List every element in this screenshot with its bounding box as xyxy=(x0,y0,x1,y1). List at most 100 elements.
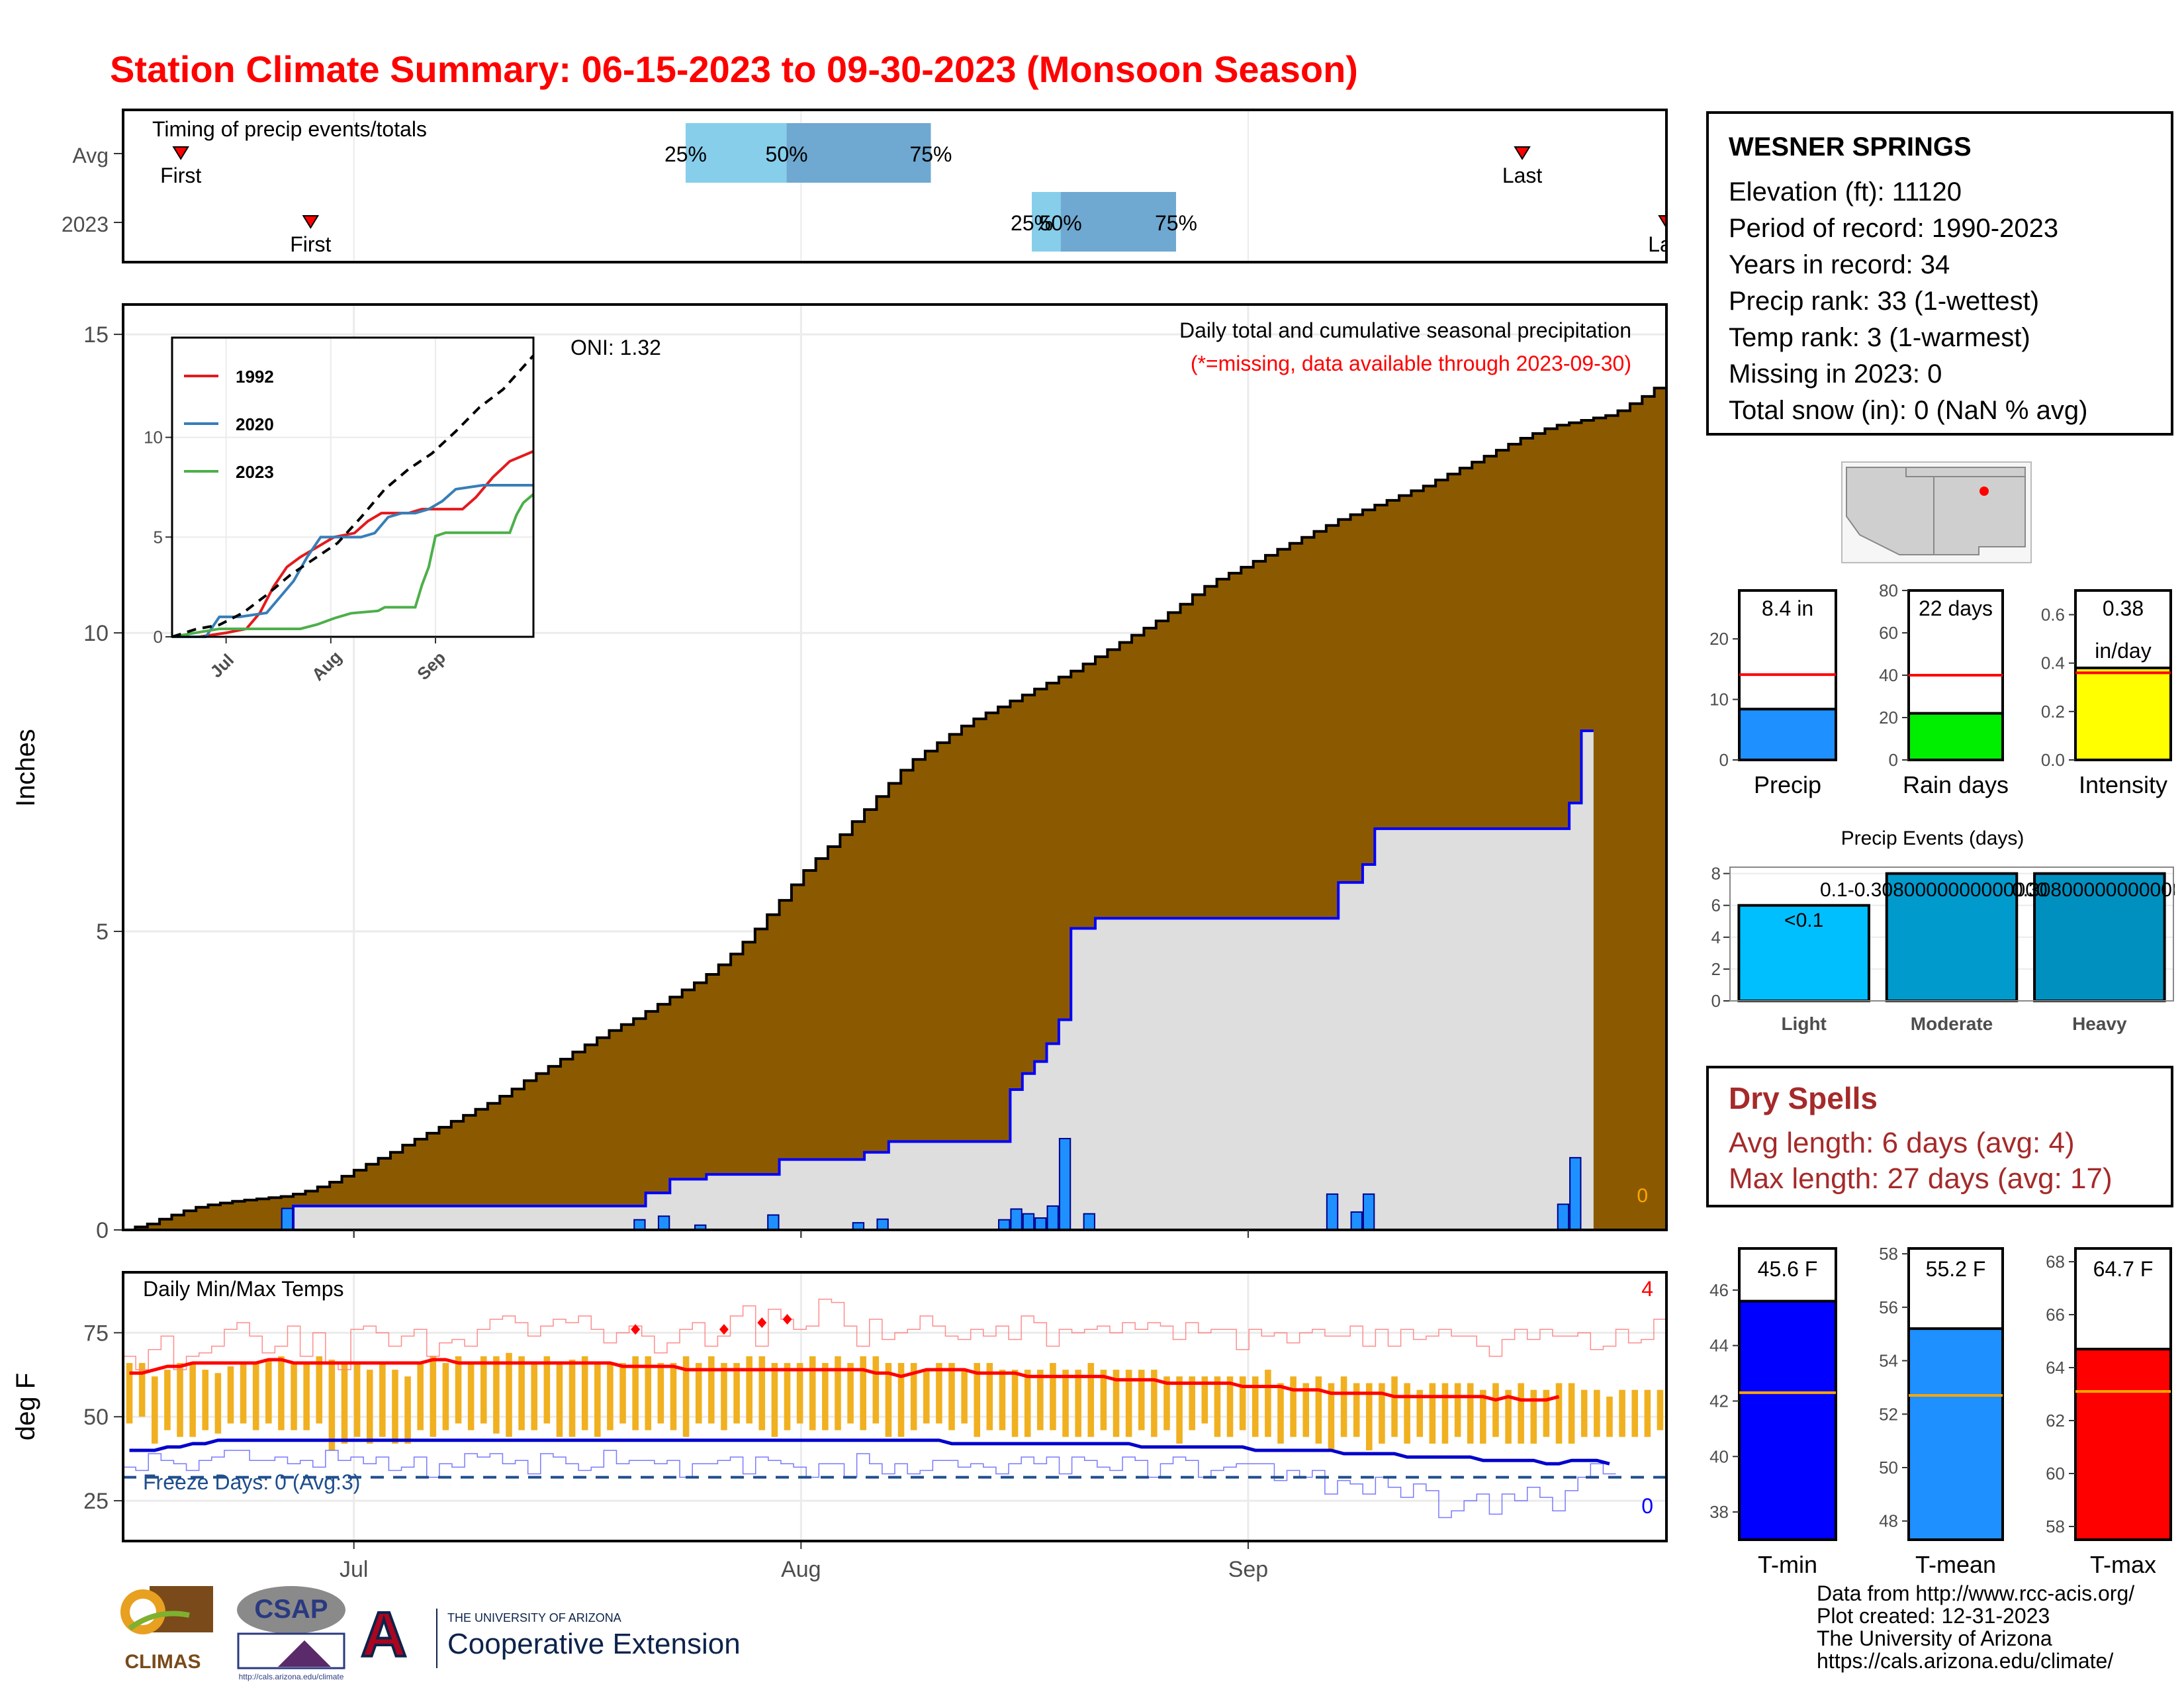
temp-range-bar xyxy=(746,1356,752,1424)
temp-summary-y-tick-label: 64 xyxy=(2046,1358,2065,1378)
temp-range-bar xyxy=(531,1363,538,1430)
footer-org: The University of Arizona xyxy=(1817,1626,2052,1650)
temp-y-tick-label: 50 xyxy=(83,1405,109,1430)
temp-range-bar xyxy=(796,1363,803,1424)
inset-frame xyxy=(171,336,535,638)
temp-range-bar xyxy=(1011,1370,1019,1437)
temp-range-bar xyxy=(1214,1376,1221,1437)
daily-precip-bar xyxy=(633,1219,646,1231)
record-high-marker xyxy=(719,1324,729,1335)
temp-summary-y-tick-label: 52 xyxy=(1879,1404,1898,1424)
temp-range-bar xyxy=(872,1356,880,1424)
daily-precip-bar xyxy=(1557,1203,1570,1231)
temp-range-bar xyxy=(430,1356,437,1437)
record-high-marker xyxy=(757,1317,767,1329)
missing-count: 0 xyxy=(1637,1185,1648,1207)
temp-y-axis-title: deg F xyxy=(11,1373,40,1440)
station-name: WESNER SPRINGS xyxy=(1729,132,1972,162)
temp-range-bar xyxy=(784,1363,791,1430)
temp-title: Daily Min/Max Temps xyxy=(143,1277,343,1301)
temp-range-bar xyxy=(556,1363,563,1437)
precip-title: Daily total and cumulative seasonal prec… xyxy=(1179,318,1631,342)
temp-range-bar xyxy=(126,1363,133,1424)
csap-emblem: CSAP http://cals.arizona.edu/climate xyxy=(237,1586,345,1681)
temp-range-bar xyxy=(1151,1370,1158,1437)
temp-range-bar xyxy=(1125,1370,1132,1437)
temp-range-bar xyxy=(1050,1363,1056,1430)
events-y-tick-label: 6 xyxy=(1711,896,1721,915)
timing-row-label: Avg xyxy=(72,144,109,167)
daily-precip-bar xyxy=(1010,1208,1023,1231)
precip-frame xyxy=(122,303,1668,1231)
temp-range-bar xyxy=(1644,1389,1651,1437)
temp-range-bar xyxy=(417,1363,424,1430)
temp-range-bar xyxy=(1555,1383,1563,1444)
pct75-label: 75% xyxy=(909,142,952,166)
temp-range-bar xyxy=(1037,1370,1044,1430)
temp-range-bar xyxy=(771,1363,778,1437)
temp-range-bar xyxy=(1366,1383,1373,1450)
temp-range-bar xyxy=(1379,1383,1385,1444)
first-event-marker xyxy=(302,215,320,229)
daily-precip-bar xyxy=(767,1214,780,1231)
inset-y-tick-label: 5 xyxy=(154,527,163,547)
temp-range-bar xyxy=(1328,1383,1335,1450)
record-high-count: 4 xyxy=(1641,1277,1653,1301)
avg-cumulative-outline xyxy=(123,387,1666,1231)
temp-range-bar xyxy=(202,1370,209,1430)
inset-legend-label: 2023 xyxy=(236,462,274,482)
temp-summary-y-tick-label: 46 xyxy=(1709,1280,1729,1300)
dry-spells-avg: Avg length: 6 days (avg: 4) xyxy=(1729,1127,2075,1159)
temp-range-bar xyxy=(177,1363,183,1437)
temp-range-bar xyxy=(1631,1389,1638,1437)
precip-y-axis-title: Inches xyxy=(11,729,40,807)
temp-range-bar xyxy=(379,1363,386,1437)
station-elevation: Elevation (ft): 11120 xyxy=(1729,177,1962,207)
events-y-tick-label: 4 xyxy=(1711,927,1721,947)
freeze-days-label: Freeze Days: 0 (Avg:3) xyxy=(143,1470,360,1494)
precip-y-tick-label: 10 xyxy=(83,621,109,646)
temp-range-bar xyxy=(392,1370,398,1444)
total-y-tick-label: 0 xyxy=(1719,750,1729,770)
inset-y-tick-label: 0 xyxy=(154,627,163,647)
timing-row-label: 2023 xyxy=(62,212,109,236)
temp-range-bar xyxy=(897,1363,905,1437)
last-event-label: Last xyxy=(1502,164,1543,187)
cumulative-2023-area xyxy=(123,730,1594,1230)
temp-range-bar xyxy=(733,1363,740,1424)
total-y-tick-label: 0 xyxy=(1889,750,1898,770)
events-y-tick-label: 0 xyxy=(1711,991,1721,1011)
temp-range-bar xyxy=(1024,1370,1031,1437)
daily-precip-bar xyxy=(1058,1138,1071,1231)
map-state-new-mexico xyxy=(1933,476,2026,555)
csap-logo: CSAP http://cals.arizona.edu/climate xyxy=(232,1583,351,1683)
temp-range-bar xyxy=(1290,1376,1297,1437)
temp-range-bar xyxy=(1239,1376,1246,1430)
temp-range-bar xyxy=(1518,1383,1524,1444)
temp-range-bar xyxy=(809,1356,816,1430)
total-y-tick-label: 40 xyxy=(1879,665,1898,685)
temp-range-bar xyxy=(1353,1383,1360,1437)
temp-range-bar xyxy=(1441,1383,1449,1444)
event-value-label: <0.1 xyxy=(1784,910,1823,931)
pct75-label: 75% xyxy=(1155,211,1197,235)
temp-frame xyxy=(122,1271,1668,1542)
temp-x-tick-label: Sep xyxy=(1228,1557,1269,1582)
pct50-label: 50% xyxy=(766,142,808,166)
temp-summary-label: T-min xyxy=(1758,1551,1817,1578)
ua-emblem: A THE UNIVERSITY OF ARIZONA Cooperative … xyxy=(359,1598,740,1671)
total-bar-label: Precip xyxy=(1754,771,1821,798)
total-bar-0 xyxy=(1738,708,1837,761)
temp-range-bar xyxy=(1163,1376,1170,1430)
event-bar-moderate xyxy=(1885,872,2019,1002)
temp-range-bar xyxy=(569,1359,576,1437)
total-y-tick-label: 80 xyxy=(1879,581,1898,600)
temp-range-bar xyxy=(721,1363,727,1430)
temp-range-bar xyxy=(138,1363,146,1417)
pct50-label: 50% xyxy=(1040,211,1082,235)
inset-series-2020 xyxy=(172,483,533,638)
temp-y-tick-label: 25 xyxy=(83,1489,109,1514)
temp-summary-y-tick-label: 58 xyxy=(1879,1244,1898,1264)
temp-summary-y-tick-label: 48 xyxy=(1879,1511,1898,1531)
